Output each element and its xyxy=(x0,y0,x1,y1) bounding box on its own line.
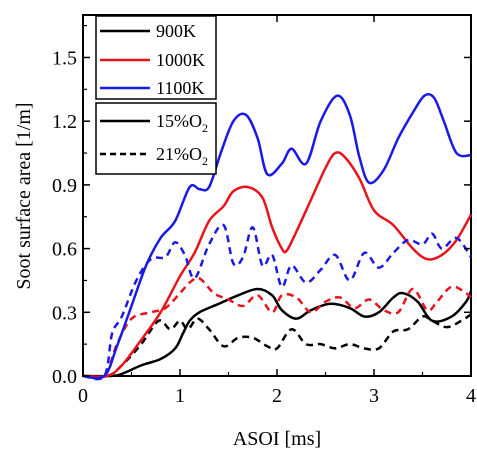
series-line-900k-21pct-o2 xyxy=(82,313,472,379)
y-tick-label: 1.2 xyxy=(52,111,77,133)
series-line-1100k-21pct-o2 xyxy=(82,223,473,381)
legend-21o2-text: 21%O xyxy=(156,144,202,164)
legend-21o2-sub: 2 xyxy=(202,154,208,168)
x-axis-label: ASOI [ms] xyxy=(233,428,321,450)
legend-15o2-sub: 2 xyxy=(202,121,208,135)
y-tick-label: 0.3 xyxy=(52,302,77,324)
y-tick-label: 0.0 xyxy=(52,366,77,388)
legend-oxygen: 15%O2 21%O2 xyxy=(95,102,217,175)
series-line-900k-15pct-o2 xyxy=(82,287,473,378)
legend-1000k-label: 1000K xyxy=(156,50,205,70)
y-tick-label: 0.6 xyxy=(52,239,77,261)
series-layer xyxy=(82,92,473,381)
x-tick-label: 3 xyxy=(369,385,379,407)
series-line-1000k-21pct-o2 xyxy=(82,276,472,380)
legend-15o2-text: 15%O xyxy=(156,111,202,131)
y-axis-label: Soot surface area [1/m] xyxy=(13,102,35,289)
legend-temperature: 900K 1000K 1100K xyxy=(95,15,217,100)
y-tick-label: 0.9 xyxy=(52,175,77,197)
x-tick-label: 1 xyxy=(175,385,185,407)
series-line-1100k-15pct-o2 xyxy=(82,92,472,380)
tick-layer: 0 1 2 3 4 0.0 0.3 0.6 0.9 1.2 1.5 xyxy=(52,15,476,407)
y-tick-label: 1.5 xyxy=(52,47,77,69)
legend-oxygen-box xyxy=(95,102,217,175)
legend-900k-label: 900K xyxy=(156,21,196,41)
x-tick-label: 4 xyxy=(466,385,476,407)
x-tick-label: 0 xyxy=(78,385,88,407)
legend-1100k-label: 1100K xyxy=(156,78,204,98)
x-tick-label: 2 xyxy=(272,385,282,407)
series-line-1000k-15pct-o2 xyxy=(82,151,473,379)
legend-21o2-label: 21%O2 xyxy=(156,144,208,168)
legend-15o2-label: 15%O2 xyxy=(156,111,208,135)
